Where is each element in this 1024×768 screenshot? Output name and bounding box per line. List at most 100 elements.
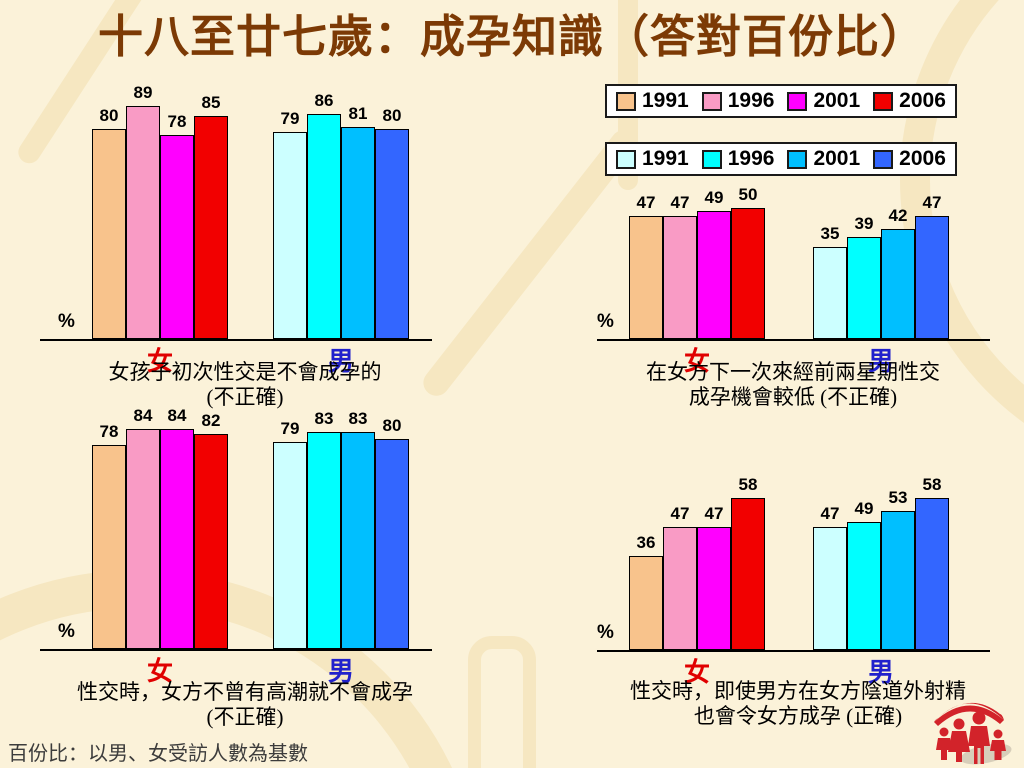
- bar-value-label: 47: [670, 193, 690, 212]
- bar-top-left-female-2006: [194, 116, 228, 339]
- bar-bottom-left-female-2006: [194, 434, 228, 649]
- bar-value-label: 80: [99, 106, 119, 125]
- bar-value-label: 79: [280, 419, 300, 438]
- caption-line: (不正確): [206, 385, 284, 409]
- chart-bottom-left: 78 84 84 82 女 79 83 83 80 男%: [40, 400, 432, 686]
- bar-value-label: 83: [314, 409, 334, 428]
- bar-bottom-right-female-1991: [629, 556, 663, 650]
- legend-item-female-2001: 2001: [787, 89, 860, 113]
- bar-value-label: 47: [704, 504, 724, 523]
- bar-bottom-right-male-2006: [915, 498, 949, 650]
- legend-swatch-female-1996-icon: [701, 91, 722, 111]
- caption-bottom-left: 性交時，女方不曾有高潮就不會成孕 (不正確): [30, 680, 460, 730]
- bar-bottom-left-female-1991: [92, 445, 126, 649]
- caption-line: 也會令女方成孕 (正確): [693, 704, 903, 728]
- legend-item-male-2006: 2006: [873, 147, 946, 171]
- bar-bottom-right-female-2001: [697, 527, 731, 650]
- group-label-male: 男: [867, 347, 894, 376]
- legend-year-label: 1991: [642, 147, 689, 170]
- bar-bottom-right-male-1991: [813, 527, 847, 650]
- legend-female: 1991 1996 2001 2006: [605, 84, 957, 118]
- bar-top-right-male-2001: [881, 229, 915, 339]
- caption-line: 在女方下一次來經前兩星期性交: [646, 360, 940, 384]
- bar-top-left-female-1991: [92, 129, 126, 339]
- legend-swatch-male-1996-icon: [701, 149, 722, 169]
- group-label-female: 女: [146, 657, 173, 686]
- bar-bottom-left-male-1991: [273, 442, 307, 649]
- bar-value-label: 35: [820, 224, 840, 243]
- caption-bottom-right: 性交時，即使男方在女方陰道外射精 也會令女方成孕 (正確): [583, 679, 1013, 729]
- group-label-female: 女: [146, 347, 173, 376]
- family-logo-icon: [934, 702, 1012, 765]
- slide-title: 十八至廿七歲：成孕知識（答對百份比）: [97, 12, 926, 62]
- bar-value-label: 58: [738, 475, 758, 494]
- bar-top-left-male-2001: [341, 127, 375, 339]
- bar-value-label: 86: [314, 91, 334, 110]
- caption-line: 成孕機會較低 (不正確): [688, 385, 898, 409]
- bar-value-label: 83: [348, 409, 368, 428]
- bar-top-right-male-2006: [915, 216, 949, 339]
- bar-value-label: 80: [382, 106, 402, 125]
- bar-value-label: 36: [636, 533, 656, 552]
- footnote: 百份比：以男、女受訪人數為基數: [8, 743, 308, 765]
- legend-item-male-1991: 1991: [616, 147, 689, 171]
- bar-bottom-right-female-1996: [663, 527, 697, 650]
- group-label-female: 女: [683, 347, 710, 376]
- legend-swatch-male-2001-icon: [787, 149, 808, 169]
- legend-year-label: 2006: [899, 89, 946, 112]
- caption-top-left: 女孩子初次性交是不會成孕的 (不正確): [40, 360, 450, 410]
- caption-line: (不正確): [206, 705, 284, 729]
- caption-line: 性交時，即使男方在女方陰道外射精: [630, 679, 966, 703]
- bar-top-left-female-1996: [126, 106, 160, 339]
- bar-top-left-male-1991: [273, 132, 307, 339]
- legend-item-female-1991: 1991: [616, 89, 689, 113]
- caption-top-right: 在女方下一次來經前兩星期性交 成孕機會較低 (不正確): [588, 360, 998, 410]
- bar-top-right-female-2006: [731, 208, 765, 339]
- group-label-female: 女: [683, 658, 710, 687]
- legend-year-label: 1991: [642, 89, 689, 112]
- legend-item-female-1996: 1996: [701, 89, 775, 113]
- bar-bottom-left-male-2001: [341, 432, 375, 649]
- bar-top-left-male-1996: [307, 114, 341, 339]
- bar-top-right-male-1996: [847, 237, 881, 339]
- legend-swatch-female-2006-icon: [873, 91, 894, 111]
- bar-value-label: 84: [167, 406, 187, 425]
- bar-value-label: 53: [888, 488, 908, 507]
- legend-year-label: 1996: [727, 147, 775, 170]
- caption-line: 性交時，女方不曾有高潮就不會成孕: [77, 680, 413, 704]
- chart-top-right: 47 47 49 50 女 35 39 42 47 男%: [597, 184, 990, 376]
- bar-bottom-right-male-1996: [847, 522, 881, 650]
- bar-top-right-female-2001: [697, 211, 731, 339]
- legend-year-label: 2006: [899, 147, 946, 170]
- bar-bottom-right-female-2006: [731, 498, 765, 650]
- legend-year-label: 2001: [813, 147, 861, 170]
- legend-male: 1991 1996 2001 2006: [605, 142, 957, 176]
- group-label-male: 男: [327, 657, 354, 686]
- bar-value-label: 39: [854, 214, 874, 233]
- y-axis-percent-label: %: [597, 311, 614, 332]
- bar-value-label: 85: [201, 93, 221, 112]
- bar-value-label: 78: [167, 112, 187, 131]
- bar-value-label: 58: [922, 475, 942, 494]
- y-axis-percent-label: %: [58, 311, 75, 332]
- background-swoosh-hook: [468, 636, 536, 768]
- bar-top-right-male-1991: [813, 247, 847, 339]
- chart-bottom-right: 36 47 47 58 女 47 49 53 58 男%: [597, 475, 990, 687]
- legend-swatch-male-2006-icon: [873, 149, 894, 169]
- y-axis-percent-label: %: [58, 621, 75, 642]
- bar-value-label: 47: [636, 193, 656, 212]
- legend-year-label: 1996: [727, 89, 775, 112]
- bar-value-label: 81: [348, 104, 368, 123]
- bar-bottom-left-female-1996: [126, 429, 160, 649]
- legend-item-male-1996: 1996: [701, 147, 775, 171]
- group-label-male: 男: [867, 658, 894, 687]
- bar-value-label: 49: [854, 499, 874, 518]
- legend-year-label: 2001: [813, 89, 861, 112]
- bar-value-label: 50: [738, 185, 758, 204]
- legend-swatch-male-1991-icon: [616, 149, 636, 169]
- caption-line: 女孩子初次性交是不會成孕的: [108, 360, 382, 384]
- bar-top-right-female-1991: [629, 216, 663, 339]
- legend-item-female-2006: 2006: [873, 89, 946, 113]
- bar-value-label: 79: [280, 109, 300, 128]
